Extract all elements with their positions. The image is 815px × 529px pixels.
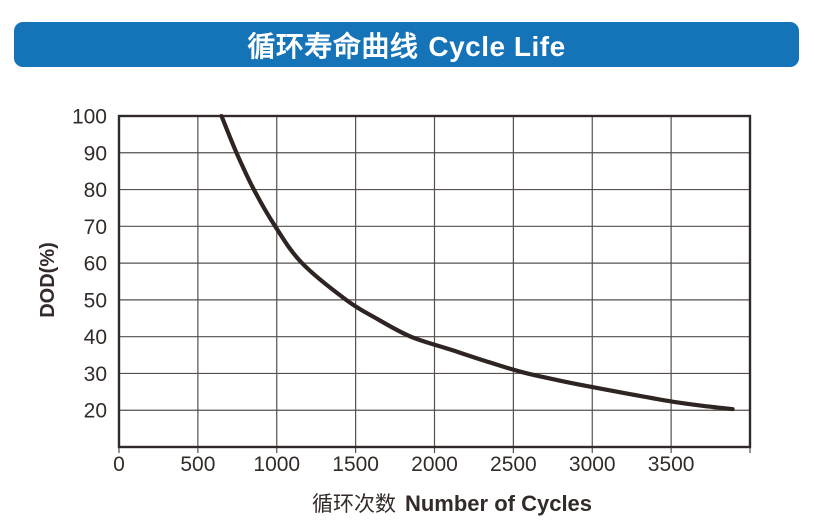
x-tick-label: 1500 (332, 453, 379, 476)
y-tick-label: 40 (84, 326, 107, 349)
y-tick-label: 50 (84, 289, 107, 312)
page-title-chinese: 循环寿命曲线 (247, 30, 419, 62)
x-tick-label: 2500 (490, 453, 537, 476)
y-tick-label: 20 (84, 400, 107, 423)
title-banner: 循环寿命曲线 Cycle Life (14, 22, 799, 67)
y-tick-label: 70 (84, 216, 107, 239)
y-axis-title: DOD(%) (37, 242, 59, 318)
y-tick-label: 60 (84, 253, 107, 276)
y-tick-label: 80 (84, 179, 107, 202)
x-tick-label: 0 (113, 453, 125, 476)
y-tick-label: 100 (72, 106, 107, 129)
x-tick-label: 3500 (648, 453, 695, 476)
page-title-english: Cycle Life (428, 30, 566, 62)
page-title: 循环寿命曲线 Cycle Life (247, 25, 565, 65)
x-tick-label: 1000 (253, 453, 300, 476)
y-tick-label: 30 (84, 363, 107, 386)
x-tick-label: 500 (180, 453, 215, 476)
x-axis-title: 循环次数 Number of Cycles (152, 491, 752, 517)
x-axis-title-english: Number of Cycles (404, 491, 593, 516)
y-tick-label: 90 (84, 142, 107, 165)
x-tick-label: 2000 (411, 453, 458, 476)
x-axis-title-chinese: 循环次数 (311, 493, 396, 516)
cycle-life-curve (219, 113, 735, 412)
plot-border (117, 114, 752, 449)
x-tick-label: 3000 (569, 453, 616, 476)
